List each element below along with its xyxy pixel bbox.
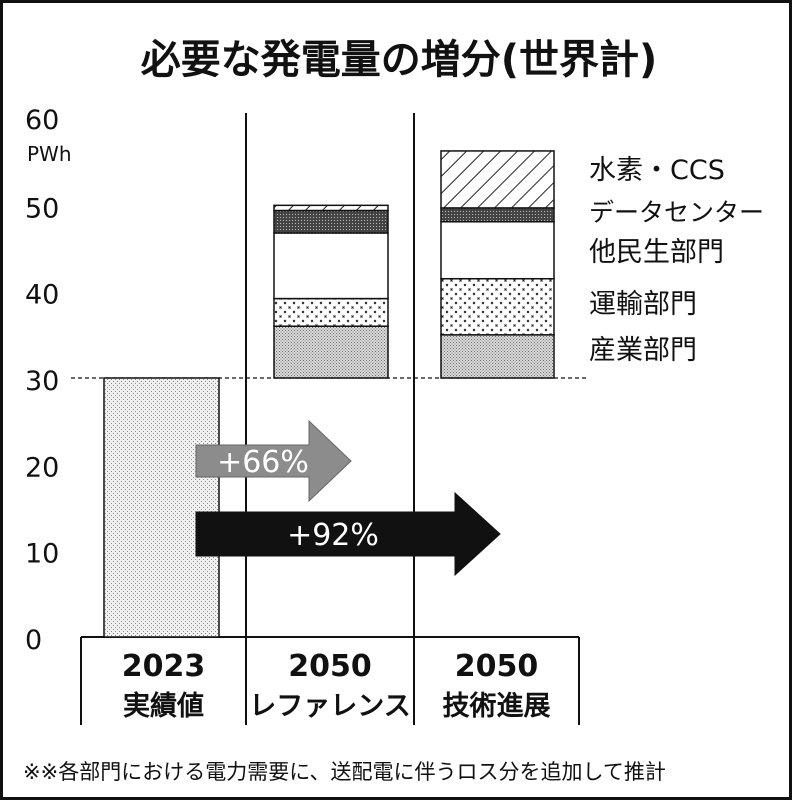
legend-entry: 産業部門 [589, 335, 697, 366]
y-tick-label: 10 [25, 539, 59, 570]
bar-segment-2-3 [440, 207, 555, 223]
y-unit-label: PWh [27, 142, 72, 166]
x-label-scenario: 実績値 [123, 690, 204, 722]
legend-entry: 水素・CCS [589, 155, 725, 186]
y-tick-label: 20 [25, 452, 59, 483]
growth-arrow-2 [195, 491, 501, 577]
legend-entry: 運輸部門 [589, 289, 697, 320]
legend-entry: 他民生部門 [589, 237, 724, 268]
y-tick-label: 60 [25, 105, 59, 136]
bar-segment-1-3 [273, 209, 389, 234]
y-tick-label: 0 [25, 625, 42, 656]
bar-segment-2-0 [440, 334, 555, 379]
footnote: ※※各部門における電力需要に、送配電に伴うロス分を追加して推計 [23, 760, 666, 784]
bar-segment-1-2 [273, 232, 389, 300]
x-label-year: 2023 [122, 649, 206, 684]
bar-segment-1-0 [273, 325, 389, 379]
bar-segment-1-1 [273, 297, 389, 327]
bar-segment-2-2 [440, 220, 555, 280]
growth-label-2: +92% [287, 518, 379, 553]
growth-label-1: +66% [217, 445, 309, 480]
bar-segment-2-1 [440, 277, 555, 336]
bar-segment-2-4 [440, 150, 555, 209]
x-label-year: 2050 [455, 649, 539, 684]
y-tick-label: 30 [25, 366, 59, 397]
growth-arrow-1 [195, 419, 352, 503]
chart: 必要な発電量の増分(世界計) PWh 0 10 20 30 40 50 60 +66% +92… [23, 37, 764, 784]
chart-title: 必要な発電量の増分(世界計) [141, 37, 658, 83]
y-tick-label: 50 [25, 193, 59, 224]
bar-segment-1-4 [273, 204, 389, 212]
y-tick-label: 40 [25, 280, 59, 311]
x-label-year: 2050 [288, 649, 372, 684]
x-label-scenario: レファレンス [249, 691, 410, 722]
bar-2023-actual [103, 377, 220, 638]
x-label-scenario: 技術進展 [443, 691, 551, 722]
legend-entry: データセンター [589, 198, 764, 227]
